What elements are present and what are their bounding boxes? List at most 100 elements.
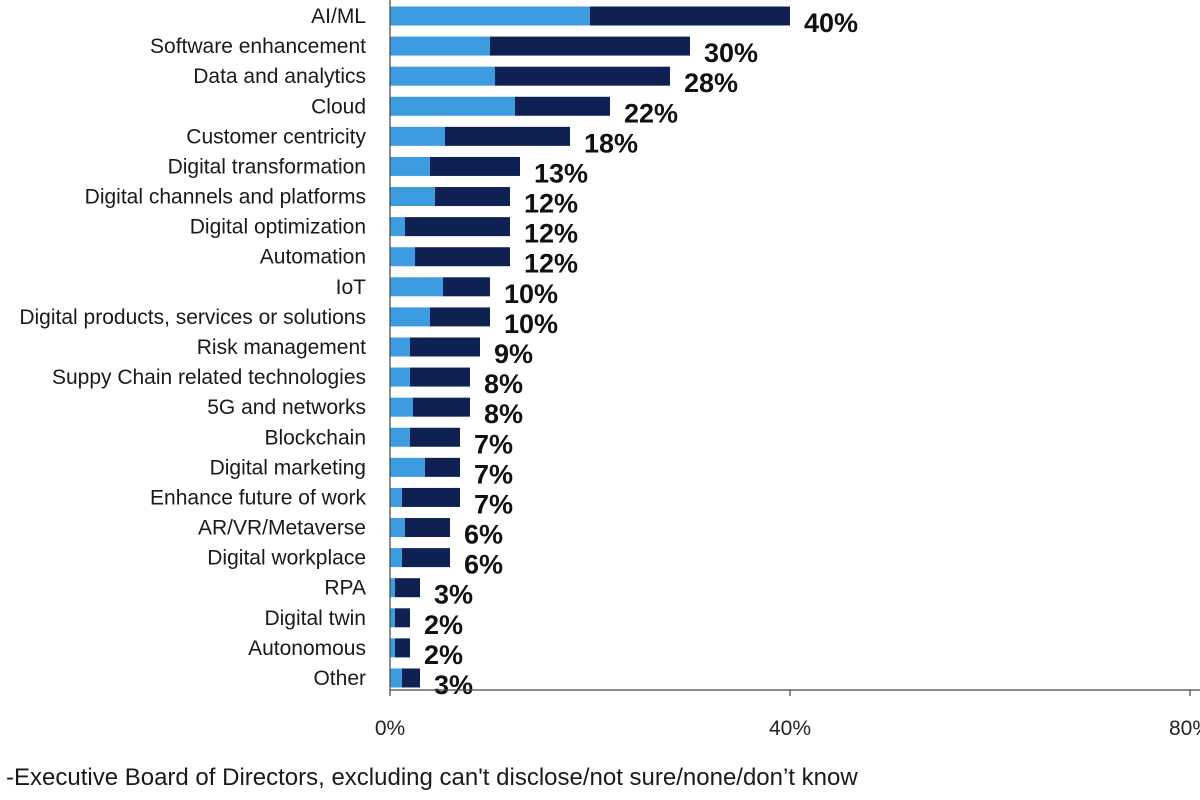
bar-segment-dark [430,156,520,176]
category-label: Digital products, services or solutions [19,306,366,329]
data-label: 28% [684,68,738,98]
category-label: Digital channels and platforms [85,186,366,209]
bar-segment-dark [490,36,690,56]
data-label: 22% [624,98,678,128]
category-label: 5G and networks [207,396,366,419]
bar-segment-light [390,487,402,507]
bar-segment-light [390,548,402,568]
data-label: 8% [484,369,523,399]
bar-segment-dark [413,397,470,417]
category-labels: AI/ML Software enhancement Data and analyt… [19,5,366,690]
bar-segment-light [390,66,495,86]
category-label: Cloud [311,95,366,118]
bar-segment-dark [430,307,490,327]
bar-segment-light [390,217,405,237]
bar-segment-dark [402,487,460,507]
category-label: Data and analytics [193,65,366,88]
data-label: 3% [434,670,473,700]
bar-segment-dark [435,187,510,207]
category-label: RPA [324,577,366,600]
bar-segment-light [390,518,405,538]
bar-segment-light [390,126,445,146]
bar-segment-light [390,6,590,26]
bars [390,6,790,688]
bar-segment-light [390,307,430,327]
category-label: Automation [260,246,366,269]
category-label: Digital marketing [210,456,366,479]
bar-segment-dark [495,66,670,86]
data-label: 12% [524,219,578,249]
category-label: AR/VR/Metaverse [198,517,366,540]
bar-segment-light [390,36,490,56]
bar-segment-light [390,608,395,628]
bar-segment-light [390,668,402,688]
data-label: 3% [434,580,473,610]
data-label: 9% [494,339,533,369]
bar-segment-light [390,187,435,207]
bar-segment-dark [445,126,570,146]
data-label: 12% [524,189,578,219]
data-label: 2% [424,640,463,670]
data-label: 7% [474,489,513,519]
bar-segment-light [390,367,410,387]
data-label: 6% [464,520,503,550]
category-label: IoT [336,276,367,299]
category-label: Software enhancement [150,35,366,58]
footnote: -Executive Board of Directors, excluding… [6,764,858,791]
bar-segment-light [390,427,410,447]
bar-segment-dark [425,457,460,477]
category-label: Digital workplace [207,547,366,570]
data-label: 10% [504,309,558,339]
x-tick-label: 40% [769,717,811,740]
category-label: Blockchain [264,426,366,449]
data-label: 40% [804,8,858,38]
bar-segment-light [390,397,413,417]
data-label: 13% [534,158,588,188]
bar-segment-dark [402,668,420,688]
bar-segment-light [390,247,415,267]
data-label: 12% [524,249,578,279]
bar-segment-light [390,96,515,116]
bar-segment-dark [395,608,410,628]
data-label: 7% [474,459,513,489]
data-label: 8% [484,399,523,429]
bar-segment-dark [405,217,510,237]
category-label: Risk management [197,336,366,359]
category-label: Customer centricity [186,125,366,148]
bar-segment-dark [410,427,460,447]
bar-segment-dark [515,96,610,116]
bar-segment-light [390,457,425,477]
bar-segment-light [390,337,410,357]
category-label: Digital optimization [190,216,366,239]
category-label: Other [313,667,366,690]
bar-segment-dark [443,277,490,297]
bar-segment-dark [590,6,790,26]
bar-segment-dark [415,247,510,267]
bar-segment-dark [405,518,450,538]
data-label: 6% [464,550,503,580]
category-label: Autonomous [248,637,366,660]
bar-segment-dark [410,337,480,357]
category-label: AI/ML [311,5,366,28]
bar-segment-light [390,156,430,176]
bar-segment-dark [395,638,410,658]
data-label: 10% [504,279,558,309]
category-label: Digital twin [264,607,366,630]
x-tick-label: 80% [1169,717,1200,740]
bar-segment-dark [395,578,420,598]
category-label: Digital transformation [168,155,366,178]
category-label: Enhance future of work [150,486,366,509]
bar-segment-light [390,277,443,297]
x-axis: 0% 40% 80% [375,0,1200,740]
x-tick-label: 0% [375,717,405,740]
data-labels: 40%30%28%22%18%13%12%12%12%10%10%9%8%8%7… [424,8,858,700]
data-label: 18% [584,128,638,158]
category-label: Suppy Chain related technologies [52,366,366,389]
data-label: 7% [474,429,513,459]
data-label: 30% [704,38,758,68]
bar-segment-light [390,638,395,658]
data-label: 2% [424,610,463,640]
bar-segment-dark [402,548,450,568]
